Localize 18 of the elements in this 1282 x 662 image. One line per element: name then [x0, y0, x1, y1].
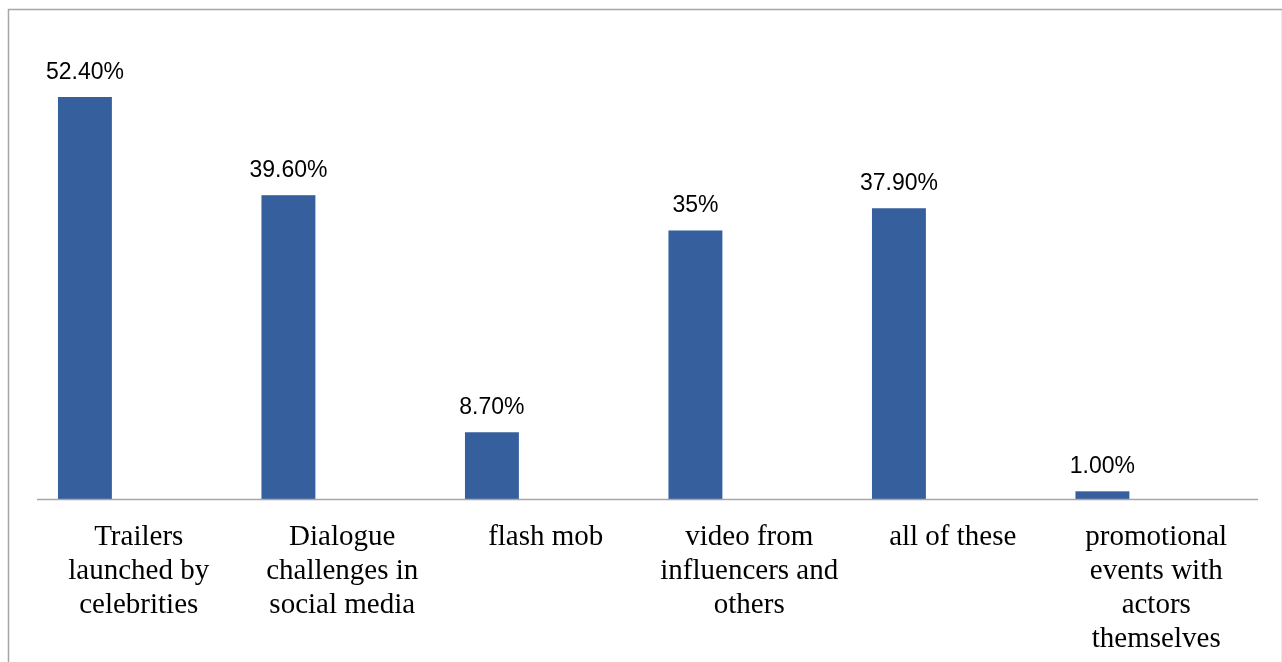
x-tick-label: promotional events with actors themselves: [1085, 518, 1228, 653]
x-tick-label: Trailers launched by celebrities: [68, 518, 210, 619]
bar: [871, 208, 926, 499]
bar: [57, 97, 112, 499]
x-tick-label: all of these: [889, 518, 1017, 551]
data-label: 37.90%: [859, 169, 938, 196]
x-tick-label: Dialogue challenges in social media: [266, 518, 419, 619]
data-label: 52.40%: [45, 58, 124, 84]
x-tick-label: video from influencers and others: [660, 518, 839, 619]
bar: [261, 195, 316, 499]
bar: [1075, 491, 1130, 499]
bar: [464, 432, 519, 499]
data-label: 8.70%: [459, 393, 525, 420]
x-tick-label: flash mob: [488, 518, 604, 551]
data-label: 35%: [672, 191, 719, 218]
data-label: 1.00%: [1069, 452, 1136, 479]
data-label: 39.60%: [249, 156, 328, 183]
bar: [668, 230, 723, 499]
